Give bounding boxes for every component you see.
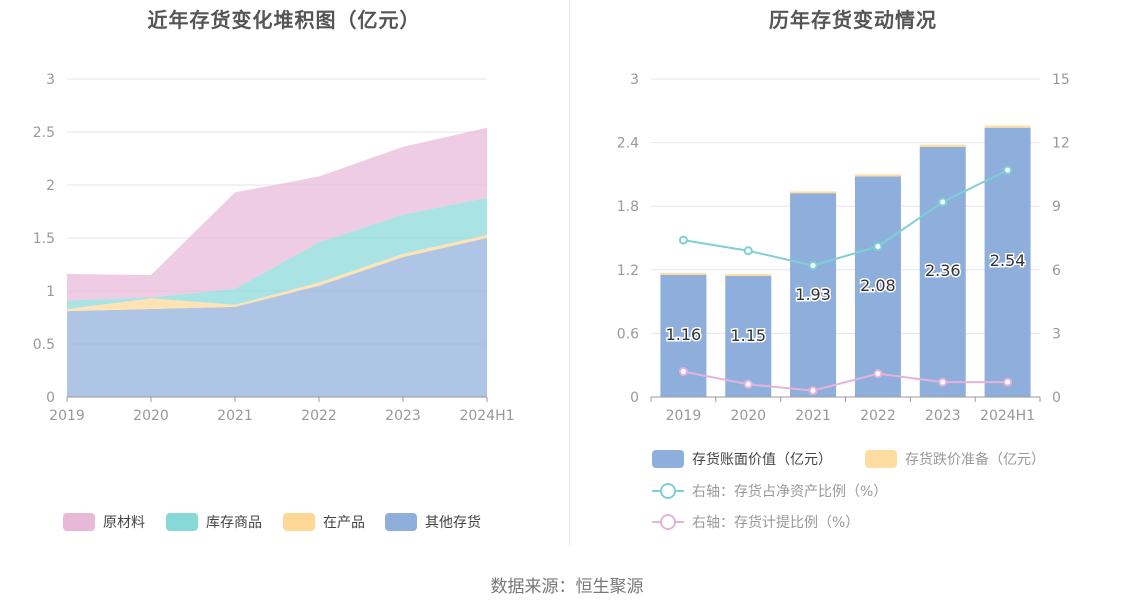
x-tick-label: 2020: [730, 408, 766, 424]
line-point: [678, 235, 688, 245]
legend-label: 存货账面价值（亿元）: [692, 451, 832, 468]
x-tick-label: 2023: [925, 408, 961, 424]
y-tick-label: 1.8: [617, 199, 639, 215]
line-point: [873, 369, 883, 379]
legend-label: 在产品: [323, 515, 365, 531]
y-tick-label: 1: [46, 284, 55, 300]
bar-impairment: [854, 174, 901, 177]
bar-data-label: 1.15: [730, 326, 766, 345]
line-point: [678, 367, 688, 377]
right-chart-title: 历年存货变动情况: [769, 8, 937, 32]
x-tick-label: 2020: [133, 408, 169, 424]
legend-label: 库存商品: [206, 515, 262, 531]
bar-impairment: [984, 125, 1031, 128]
bar-book-value: [790, 192, 837, 397]
stacked-area-chart-panel: 近年存货变化堆积图（亿元） 0 0.5 1 1.5 2 2.5 3 2019 2020 2021 2…: [0, 0, 568, 545]
legend-label: 存货跌价准备（亿元）: [905, 451, 1045, 468]
legend-swatch: [166, 513, 198, 531]
y-tick-label: 2.5: [33, 125, 55, 141]
line-point: [938, 197, 948, 207]
line-point: [808, 386, 818, 396]
bar-book-value: [725, 275, 772, 397]
bar-data-label: 2.54: [990, 251, 1026, 270]
y-tick-label: 2.4: [617, 136, 639, 152]
x-tick-label: 2019: [666, 408, 702, 424]
line-net-asset-ratio: [683, 169, 1009, 267]
bar-impairment: [660, 272, 707, 275]
bar-impairment: [790, 191, 837, 194]
x-tick-label: 2021: [217, 408, 253, 424]
data-source-value: 恒生聚源: [575, 577, 644, 597]
legend-label: 原材料: [103, 515, 145, 531]
y-tick-label: 3: [630, 72, 639, 88]
legend-swatch: [283, 513, 315, 531]
area-原材料: [67, 127, 487, 301]
y-tick-label: 1.5: [33, 231, 55, 247]
x-tick-label: 2021: [795, 408, 831, 424]
bar-data-label: 1.16: [666, 325, 702, 344]
y2-tick-label: 15: [1052, 72, 1070, 88]
x-tick-label: 2022: [301, 408, 337, 424]
data-source: 数据来源：恒生聚源: [0, 572, 1134, 597]
line-point: [808, 261, 818, 271]
legend-swatch: [385, 513, 417, 531]
bar-data-label: 2.08: [860, 276, 896, 295]
legend-marker: [660, 483, 676, 499]
x-tick-label: 2022: [860, 408, 896, 424]
y-tick-label: 3: [46, 72, 55, 88]
y2-tick-label: 0: [1052, 390, 1061, 406]
y-tick-label: 0: [46, 390, 55, 406]
legend-swatch: [652, 450, 684, 468]
bar-line-chart: 0 0.6 1.2 1.8 2.4 3 0 3 6 9 12 15 1.16 1.15 1.93 2.08 2.…: [617, 72, 1070, 531]
x-tick-label: 2024H1: [980, 408, 1035, 424]
legend-marker: [660, 514, 676, 530]
area-其他存货: [67, 238, 487, 397]
y-tick-label: 0.6: [617, 326, 639, 342]
bar-line-chart-panel: 历年存货变动情况 0 0.6 1.2 1.8 2.4 3 0 3 6 9 12 15 1.16 1.15 1…: [572, 0, 1134, 545]
legend-swatch: [865, 450, 897, 468]
y-tick-label: 0: [630, 390, 639, 406]
left-chart-title: 近年存货变化堆积图（亿元）: [147, 8, 421, 32]
line-point: [1003, 377, 1013, 387]
line-point: [743, 379, 753, 389]
y2-tick-label: 12: [1052, 136, 1070, 152]
bar-impairment: [725, 274, 772, 277]
y2-tick-label: 9: [1052, 199, 1061, 215]
x-tick-label: 2024H1: [459, 408, 514, 424]
y-tick-label: 0.5: [33, 337, 55, 353]
legend-swatch: [63, 513, 95, 531]
data-source-label: 数据来源：: [490, 577, 576, 597]
area-在产品: [67, 234, 487, 312]
bar-data-label: 1.93: [795, 285, 831, 304]
bar-book-value: [660, 274, 707, 397]
y2-tick-label: 3: [1052, 326, 1061, 342]
bar-data-label: 2.36: [925, 261, 961, 280]
line-point: [873, 241, 883, 251]
bar-book-value: [854, 176, 901, 397]
line-point: [743, 246, 753, 256]
y-tick-label: 2: [46, 178, 55, 194]
legend-label: 右轴：存货计提比例（%）: [692, 514, 859, 531]
line-point: [938, 377, 948, 387]
line-point: [1003, 165, 1013, 175]
y-tick-label: 1.2: [617, 263, 639, 279]
stacked-area-chart: 0 0.5 1 1.5 2 2.5 3 2019 2020 2021 2022 2023 2024H1 原…: [33, 72, 515, 531]
legend-label: 右轴：存货占净资产比例（%）: [692, 483, 887, 500]
bar-impairment: [919, 144, 966, 147]
panel-divider: [569, 0, 570, 545]
x-tick-label: 2023: [385, 408, 421, 424]
area-库存商品: [67, 197, 487, 310]
bar-book-value: [919, 146, 966, 397]
x-tick-label: 2019: [49, 408, 85, 424]
y2-tick-label: 6: [1052, 263, 1061, 279]
legend-label: 其他存货: [425, 514, 481, 531]
line-provision-ratio: [683, 370, 1008, 392]
